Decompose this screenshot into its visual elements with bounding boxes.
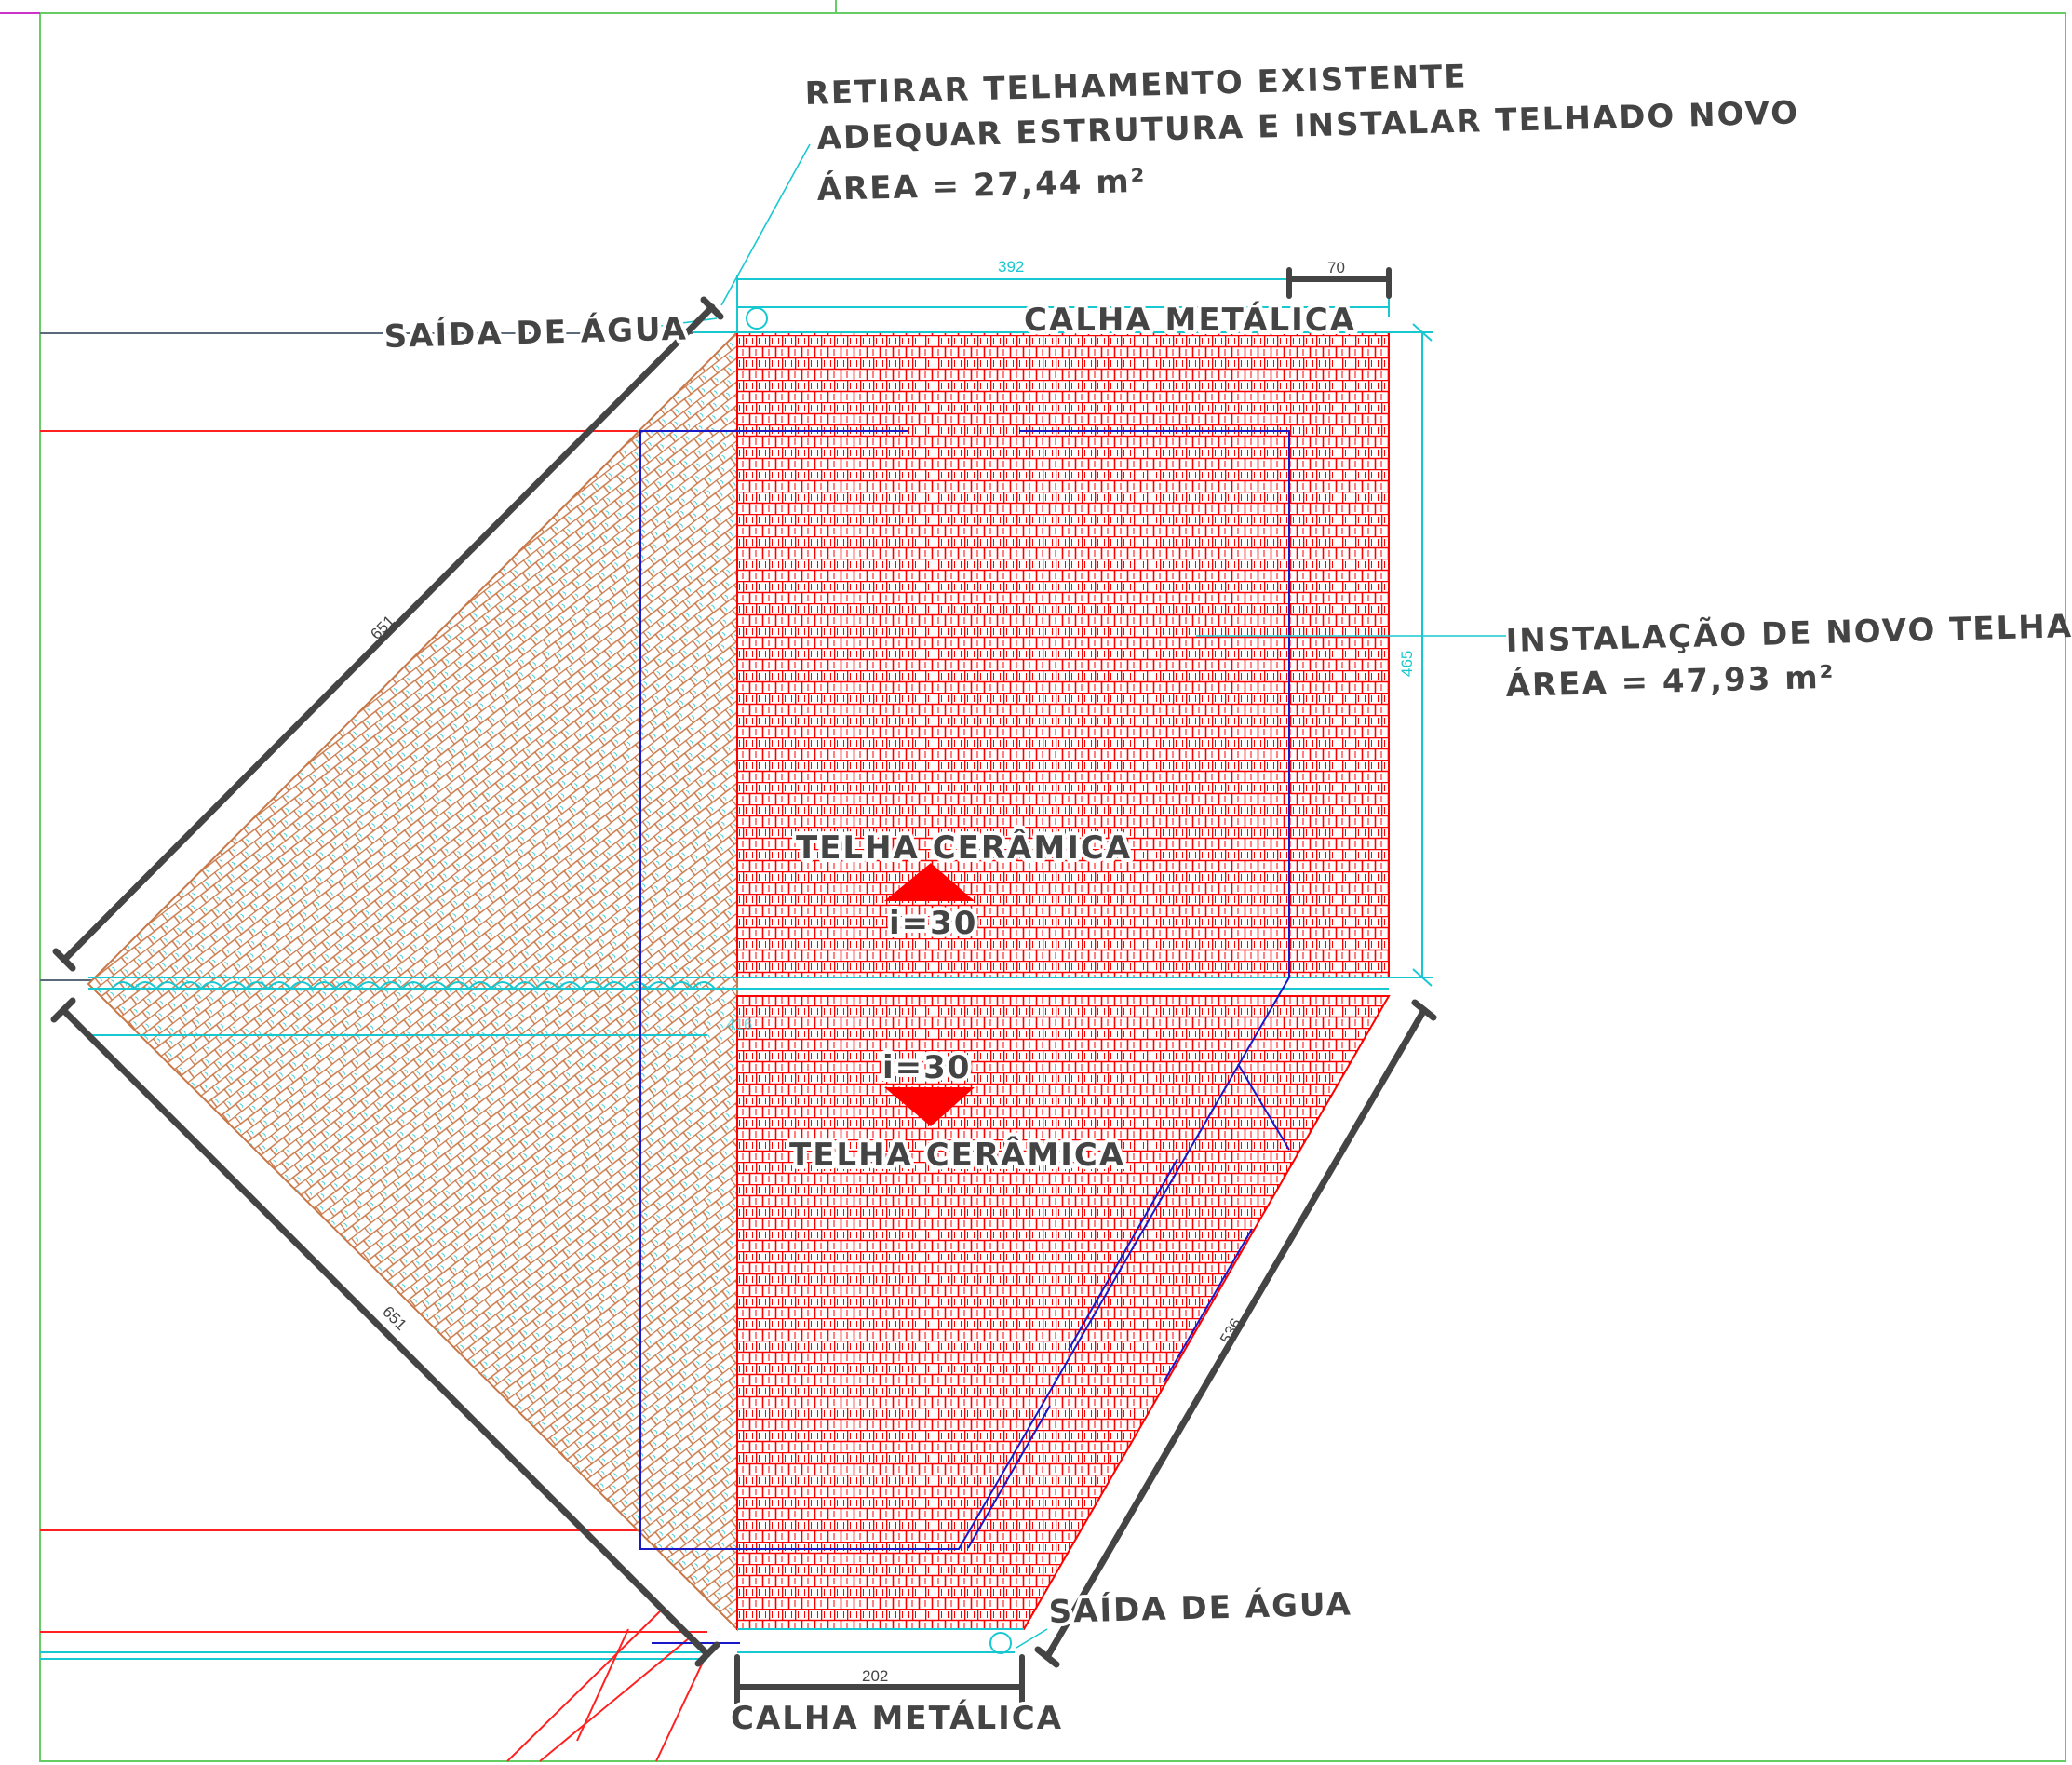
existing-roof-triangle: [87, 330, 738, 1632]
dim-left-upper: 651: [367, 612, 397, 642]
water-outlet-bottom-label: SAÍDA DE ÁGUA: [1048, 1584, 1352, 1631]
new-roof-note-line1: INSTALAÇÃO DE NOVO TELHADO: [1505, 605, 2072, 660]
remove-roof-note-line1: RETIRAR TELHAMENTO EXISTENTE: [804, 58, 1468, 113]
right-height-dimension: [1389, 323, 1433, 987]
dim-top-overhang: 70: [1327, 259, 1345, 276]
dimension-left-lower: [50, 997, 720, 1667]
dim-right-height: 465: [1398, 651, 1416, 677]
slope-arrow-down: [884, 1087, 975, 1126]
dim-top-width: 392: [998, 258, 1024, 276]
new-roof-upper-panel: [736, 331, 1390, 978]
ridge-line: [88, 977, 1389, 1036]
existing-structure-outline: [639, 430, 1290, 1644]
tile-upper-label: TELHA CERÂMICA: [796, 829, 1132, 867]
new-roof-area: ÁREA = 47,93 m²: [1505, 658, 1836, 705]
dimension-top-overhang: [1286, 267, 1392, 299]
slope-arrow-up: [884, 863, 975, 901]
leader-lines: [660, 143, 1506, 1649]
new-roof-lower-panel: [736, 995, 1391, 1630]
remove-roof-area: ÁREA = 27,44 m²: [816, 162, 1147, 209]
dimension-right-lower: [1034, 999, 1437, 1668]
slope-upper-label: i=30: [889, 905, 977, 942]
water-outlet-top-label: SAÍDA DE ÁGUA: [383, 309, 688, 356]
tile-lower-label: TELHA CERÂMICA: [789, 1136, 1125, 1174]
gutter-bottom-label: CALHA METÁLICA: [731, 1699, 1063, 1737]
reference-lines: [40, 332, 708, 1762]
dim-mid-faint: 416: [726, 1016, 752, 1033]
dimension-bottom-gutter: [734, 1654, 1025, 1706]
dim-bottom-gutter: 202: [862, 1667, 888, 1685]
dimension-left-upper: [52, 296, 724, 972]
gutter-bottom: [737, 1628, 1024, 1654]
gutter-top-label: CALHA METÁLICA: [1024, 301, 1356, 339]
slope-lower-label: i=30: [882, 1049, 971, 1086]
